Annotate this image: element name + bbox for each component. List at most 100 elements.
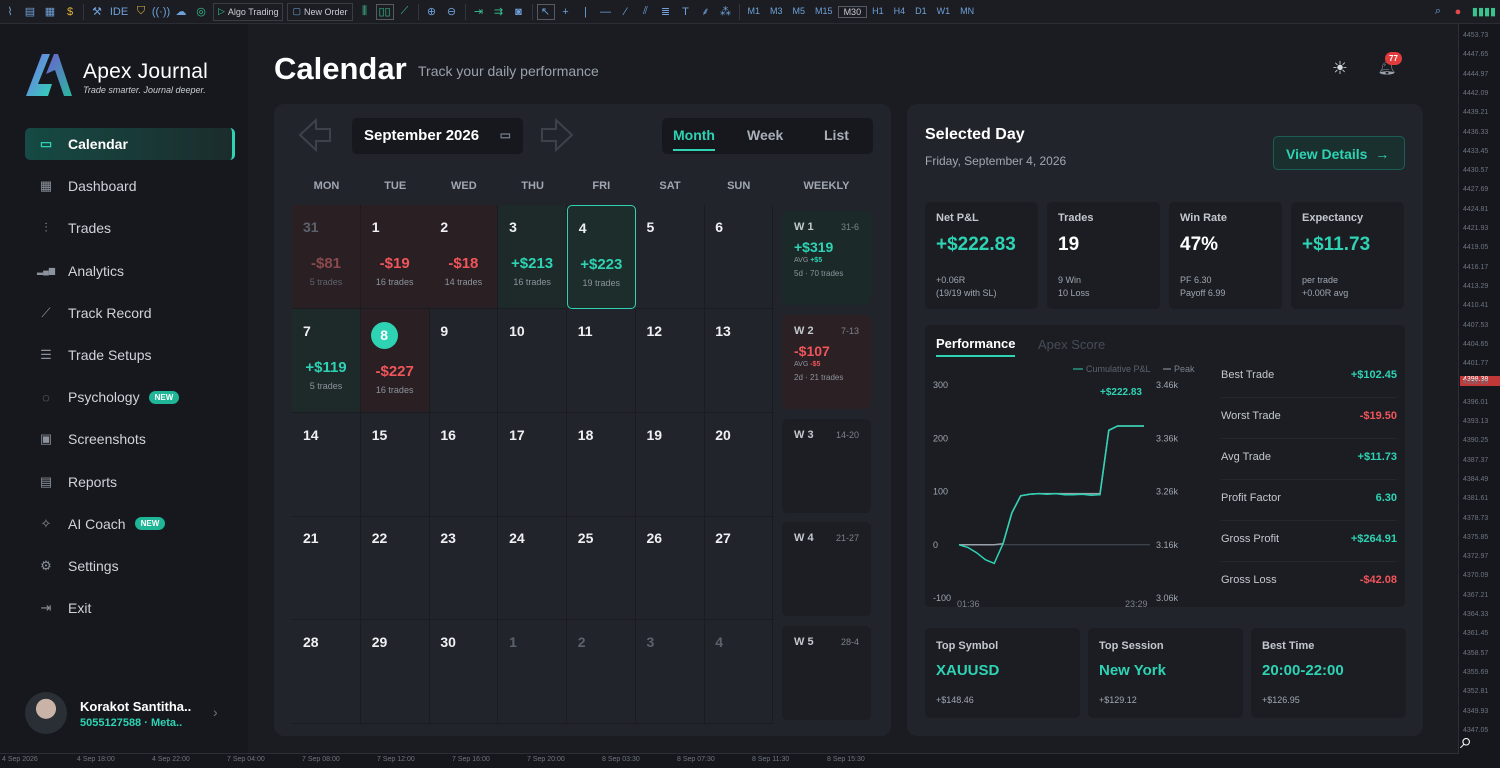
avatar[interactable] [25,692,67,734]
calendar-day[interactable]: 18 [566,412,636,517]
calendar-day[interactable]: 4 +$223 19 trades [566,205,636,309]
weekly-summary[interactable]: W 4 21-27 [782,522,871,617]
calendar-day[interactable]: 3 [635,620,705,725]
calendar-day[interactable]: 2 -$18 14 trades [429,205,499,309]
timeframe-m1[interactable]: M1 [747,5,761,16]
tab-list[interactable]: List [824,127,849,143]
tab-apex-score[interactable]: Apex Score [1038,337,1106,352]
market-icon[interactable]: $ [66,5,74,18]
calendar-day[interactable]: 3 +$213 16 trades [498,205,568,309]
calendar-day[interactable]: 4 [704,620,774,725]
timeframe-w1[interactable]: W1 [936,5,951,16]
timeframe-m3[interactable]: M3 [770,5,783,16]
calendar-day[interactable]: 15 [360,412,430,517]
weekly-summary[interactable]: W 2 7-13 -$107 AVG -$5 2d · 21 trades [782,314,871,409]
calendar-day[interactable]: 26 [635,516,705,621]
new-order-button[interactable]: ▢ New Order [287,2,353,21]
magnifier-zoom-icon[interactable]: ⌕ [1460,728,1473,753]
calendar-day[interactable]: 13 [704,308,774,413]
line-mode-icon[interactable]: ⟋ [400,5,409,17]
candles-mode-icon[interactable]: ▯▯ [375,3,394,20]
ide-button[interactable]: IDE [109,5,129,18]
calendar-day[interactable]: 6 [704,205,774,309]
calendar-day[interactable]: 8 -$227 16 trades [360,308,430,413]
calendar-day[interactable]: 1 -$19 16 trades [360,205,430,309]
sidebar-item-analytics[interactable]: ▂▄▆ Analytics [25,255,235,287]
calendar-day[interactable]: 11 [566,308,636,413]
shapes-tool-icon[interactable]: ⁂ [720,6,731,18]
search-icon[interactable]: ⌕ [1434,5,1442,17]
sidebar-item-ai-coach[interactable]: ✧ AI Coach NEW [25,508,235,540]
calendar-day[interactable]: 14 [292,412,361,517]
view-details-button[interactable]: View Details → [1273,136,1405,170]
month-picker[interactable]: September 2026 ▭ [352,118,523,154]
chart-shift-icon[interactable]: ⇥ [473,6,484,18]
weekly-summary[interactable]: W 1 31-6 +$319 AVG +$5 5d · 70 trades [782,211,871,305]
prev-month-button[interactable] [296,118,332,152]
horizontal-line-icon[interactable]: — [600,5,611,18]
channel-icon[interactable]: ⫽ [643,5,648,17]
sun-icon[interactable]: ☀ [1331,58,1349,78]
screenshot-icon[interactable]: ◙ [515,5,522,18]
calendar-day[interactable]: 1 [498,620,568,725]
calendar-day[interactable]: 12 [635,308,705,413]
notifications-icon[interactable]: ● [1454,5,1462,18]
calendar-day[interactable]: 20 [704,412,774,517]
signal-icon[interactable]: ((·)) [151,5,171,18]
sidebar-item-trades[interactable]: ⫶ Trades [25,212,235,244]
timeframe-m5[interactable]: M5 [792,5,806,16]
autoscroll-icon[interactable]: ⇉ [493,6,504,18]
text-tool-icon[interactable]: T [682,5,689,18]
calendar-day[interactable]: 9 [429,308,499,413]
cloud-icon[interactable]: ☁ [175,6,187,18]
cursor-icon[interactable]: ↖ [536,3,555,20]
next-month-button[interactable] [540,118,576,152]
calendar-day[interactable]: 21 [292,516,361,621]
algo-trading-button[interactable]: ▷ Algo Trading [213,2,284,21]
calendar-day[interactable]: 22 [360,516,430,621]
timeframe-m30[interactable]: M30 [837,5,868,18]
timeframe-mn[interactable]: MN [960,5,975,16]
calendar-day[interactable]: 28 [292,620,361,725]
metaeditor-icon[interactable]: ⚒ [92,6,102,18]
user-profile[interactable]: Korakot Santitha.. 5055127588 · Meta.. › [25,692,235,736]
calendar-day[interactable]: 19 [635,412,705,517]
calendar-day[interactable]: 23 [429,516,499,621]
timeframe-m15[interactable]: M15 [815,5,833,16]
lock-icon[interactable]: ⛉ [136,5,146,17]
calendar-day[interactable]: 10 [498,308,568,413]
sidebar-item-track-record[interactable]: ⟋ Track Record [25,297,235,329]
calendar-day[interactable]: 7 +$119 5 trades [292,308,361,413]
calendar-day[interactable]: 17 [498,412,568,517]
sidebar-item-screenshots[interactable]: ▣ Screenshots [25,423,235,455]
profiles-icon[interactable]: ▦ [44,6,56,18]
calendar-day[interactable]: 2 [566,620,636,725]
tab-week[interactable]: Week [747,127,784,143]
tab-performance[interactable]: Performance [936,336,1016,357]
sidebar-item-psychology[interactable]: ◌ Psychology NEW [25,381,235,413]
zoom-out-icon[interactable]: ⊖ [446,6,457,18]
timeframe-h1[interactable]: H1 [872,5,884,16]
sidebar-item-exit[interactable]: ⇥ Exit [25,592,235,624]
trendline-icon[interactable]: ⁄ [624,5,627,18]
calendar-day[interactable]: 30 [429,620,499,725]
fibonacci-icon[interactable]: ≣ [660,6,671,18]
bar-chart-mode-icon[interactable]: ⫼ [361,5,368,17]
calendar-day[interactable]: 5 [635,205,705,309]
timeframe-h4[interactable]: H4 [893,5,906,16]
new-chart-icon[interactable]: ▤ [24,6,36,18]
calendar-day[interactable]: 29 [360,620,430,725]
tab-month[interactable]: Month [673,127,715,151]
chevron-right-icon[interactable]: › [213,704,218,720]
sidebar-item-dashboard[interactable]: ▦ Dashboard [25,170,235,202]
calendar-day[interactable]: 27 [704,516,774,621]
weekly-summary[interactable]: W 5 28-4 [782,626,871,721]
calendar-day[interactable]: 25 [566,516,636,621]
sidebar-item-calendar[interactable]: ▭ Calendar [25,128,235,160]
calendar-day[interactable]: 16 [429,412,499,517]
vertical-line-icon[interactable]: | [584,5,587,18]
chart-type-icon[interactable]: ⌇ [7,6,13,18]
arrows-tool-icon[interactable]: ⸙ [701,6,710,18]
weekly-summary[interactable]: W 3 14-20 [782,418,871,513]
sidebar-item-trade-setups[interactable]: ☰ Trade Setups [25,339,235,371]
